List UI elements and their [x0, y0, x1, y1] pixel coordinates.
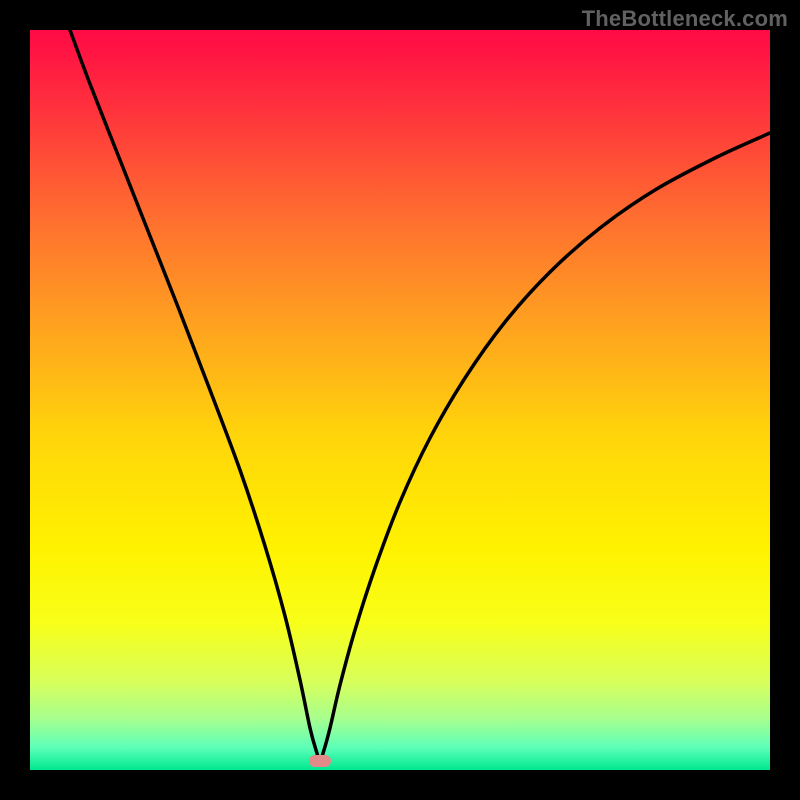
optimal-point-marker [309, 755, 331, 767]
chart-svg [30, 30, 770, 770]
plot-area [30, 30, 770, 770]
watermark-text: TheBottleneck.com [582, 6, 788, 32]
chart-container: TheBottleneck.com [0, 0, 800, 800]
gradient-background [30, 30, 770, 770]
